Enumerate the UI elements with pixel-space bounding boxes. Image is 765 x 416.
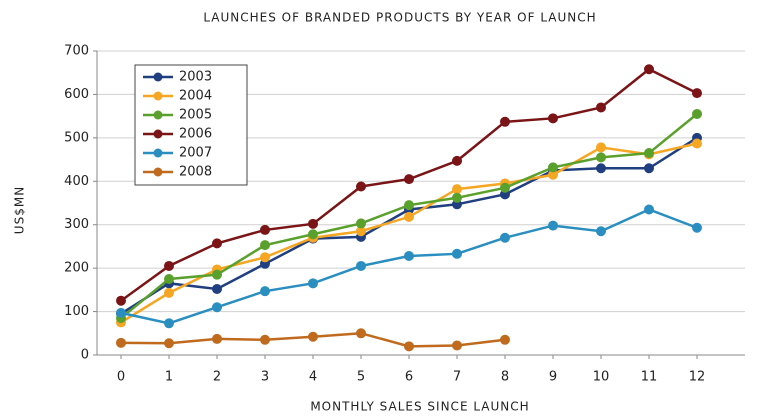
- data-point: [404, 341, 414, 352]
- data-point: [548, 113, 558, 124]
- data-point: [212, 283, 222, 294]
- data-point: [116, 295, 126, 306]
- chart-title: LAUNCHES OF BRANDED PRODUCTS BY YEAR OF …: [203, 11, 596, 25]
- data-point: [596, 163, 606, 174]
- y-tick-label: 600: [64, 87, 89, 102]
- data-point: [692, 108, 702, 119]
- data-point: [164, 338, 174, 349]
- data-point: [164, 260, 174, 271]
- data-point: [692, 88, 702, 99]
- data-point: [692, 138, 702, 149]
- legend-label: 2006: [179, 127, 212, 142]
- legend-marker: [153, 148, 163, 158]
- y-tick-label: 200: [64, 261, 89, 276]
- data-point: [548, 220, 558, 231]
- data-point: [404, 211, 414, 222]
- data-point: [452, 155, 462, 166]
- x-tick-label: 10: [593, 370, 610, 385]
- data-point: [164, 274, 174, 284]
- y-tick-label: 700: [64, 44, 89, 59]
- data-point: [260, 224, 270, 235]
- legend-marker: [153, 91, 163, 101]
- data-point: [356, 328, 366, 339]
- data-point: [500, 334, 510, 345]
- legend-label: 2005: [179, 108, 212, 123]
- data-point: [404, 174, 414, 185]
- y-axis-title: US$MN: [13, 186, 27, 234]
- data-point: [116, 307, 126, 318]
- data-point: [596, 226, 606, 237]
- x-tick-label: 1: [165, 370, 173, 385]
- x-tick-label: 7: [453, 370, 461, 385]
- data-point: [308, 229, 318, 240]
- data-point: [212, 238, 222, 249]
- x-tick-label: 8: [501, 370, 509, 385]
- data-point: [500, 232, 510, 243]
- y-tick-label: 100: [64, 304, 89, 319]
- data-point: [260, 334, 270, 345]
- data-point: [308, 331, 318, 342]
- data-point: [596, 142, 606, 153]
- x-tick-label: 0: [117, 370, 125, 385]
- x-tick-label: 5: [357, 370, 365, 385]
- data-point: [356, 218, 366, 229]
- data-point: [212, 269, 222, 280]
- data-point: [164, 318, 174, 329]
- x-axis-title: MONTHLY SALES SINCE LAUNCH: [310, 400, 529, 414]
- data-point: [644, 204, 654, 215]
- data-point: [356, 181, 366, 192]
- x-tick-label: 6: [405, 370, 413, 385]
- data-point: [500, 182, 510, 193]
- legend-label: 2003: [179, 70, 212, 85]
- data-point: [596, 152, 606, 163]
- data-point: [452, 192, 462, 203]
- data-point: [596, 102, 606, 113]
- legend-box: [134, 64, 248, 186]
- data-point: [356, 260, 366, 271]
- data-point: [404, 200, 414, 211]
- data-point: [404, 250, 414, 261]
- x-tick-label: 2: [213, 370, 221, 385]
- legend-marker: [153, 72, 163, 82]
- x-tick-label: 3: [261, 370, 269, 385]
- x-tick-label: 9: [549, 370, 557, 385]
- data-point: [452, 184, 462, 195]
- data-point: [548, 169, 558, 180]
- data-point: [500, 116, 510, 127]
- y-tick-label: 0: [81, 348, 89, 363]
- legend-marker: [153, 129, 163, 139]
- data-point: [644, 148, 654, 159]
- data-point: [164, 287, 174, 298]
- x-tick-label: 12: [689, 370, 706, 385]
- data-point: [212, 333, 222, 344]
- data-point: [548, 162, 558, 173]
- data-point: [692, 222, 702, 233]
- data-point: [452, 248, 462, 259]
- y-tick-label: 300: [64, 217, 89, 232]
- legend-marker: [153, 167, 163, 177]
- legend-marker: [153, 110, 163, 120]
- data-point: [260, 252, 270, 263]
- legend-label: 2007: [179, 146, 212, 161]
- legend-label: 2004: [179, 89, 212, 104]
- data-point: [116, 337, 126, 348]
- x-tick-label: 4: [309, 370, 317, 385]
- y-tick-label: 400: [64, 174, 89, 189]
- data-point: [308, 278, 318, 289]
- data-point: [644, 64, 654, 75]
- y-tick-label: 500: [64, 130, 89, 145]
- data-point: [260, 240, 270, 251]
- x-tick-label: 11: [641, 370, 658, 385]
- data-point: [212, 302, 222, 313]
- data-point: [260, 286, 270, 297]
- data-point: [452, 340, 462, 351]
- series-line: [120, 208, 698, 325]
- data-point: [308, 218, 318, 229]
- legend-label: 2008: [179, 165, 212, 180]
- data-point: [356, 226, 366, 237]
- data-point: [644, 163, 654, 174]
